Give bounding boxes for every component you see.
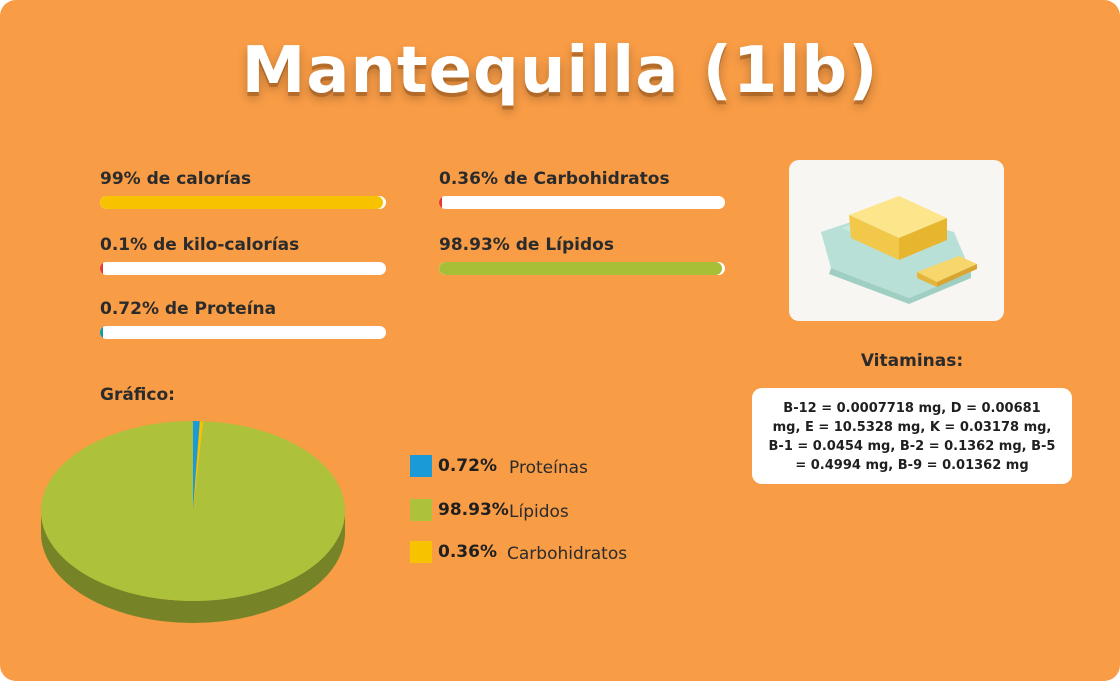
- legend-swatch: [410, 499, 432, 521]
- vitamins-box: B-12 = 0.0007718 mg, D = 0.00681 mg, E =…: [752, 388, 1072, 484]
- metric-lipidos: 98.93% de Lípidos: [439, 235, 729, 275]
- butter-icon: [821, 196, 977, 304]
- metric-bar-fill: [100, 262, 103, 275]
- vitamins-heading: Vitaminas:: [860, 351, 964, 371]
- legend-label: Carbohidratos: [507, 544, 628, 564]
- pie-slice-lípidos: [40, 421, 346, 601]
- metric-track: [100, 326, 386, 339]
- pie-chart: [40, 421, 346, 623]
- metric-kilocalorias: 0.1% de kilo-calorías: [100, 235, 390, 275]
- metric-bar-fill: [439, 196, 442, 209]
- vitamins-text: B-12 = 0.0007718 mg, D = 0.00681 mg, E =…: [768, 401, 1056, 473]
- pie-slice-carbohidratos: [193, 421, 204, 511]
- pie-top: [40, 421, 346, 601]
- metric-track: [100, 262, 386, 275]
- legend-swatch: [410, 541, 432, 563]
- metric-carbohidratos: 0.36% de Carbohidratos: [439, 169, 729, 209]
- pie-slice-proteínas: [193, 421, 200, 511]
- metric-label: 98.93% de Lípidos: [439, 235, 614, 255]
- metric-label: 0.36% de Carbohidratos: [439, 169, 670, 189]
- metric-bar-fill: [100, 326, 103, 339]
- legend-value: 0.36%: [438, 542, 497, 562]
- metric-track: [439, 196, 725, 209]
- metric-calorias: 99% de calorías: [100, 169, 390, 209]
- butter-image: [789, 160, 1004, 321]
- metric-track: [100, 196, 386, 209]
- chart-heading: Gráfico:: [100, 385, 175, 405]
- legend-label: Lípidos: [509, 502, 569, 522]
- metric-proteina: 0.72% de Proteína: [100, 299, 390, 339]
- metric-label: 0.72% de Proteína: [100, 299, 277, 319]
- metric-bar-fill: [100, 196, 384, 209]
- pie-side: [41, 511, 345, 623]
- pie-slice-side-lípidos: [41, 511, 345, 623]
- page-title: Mantequilla (1lb): [241, 34, 879, 108]
- metric-bar-fill: [439, 262, 722, 275]
- legend-label: Proteínas: [509, 458, 588, 478]
- metric-track: [439, 262, 725, 275]
- legend-value: 0.72%: [438, 456, 497, 476]
- metric-label: 0.1% de kilo-calorías: [100, 235, 300, 255]
- legend-value: 98.93%: [438, 500, 509, 520]
- legend-swatch: [410, 455, 432, 477]
- metric-label: 99% de calorías: [100, 169, 252, 189]
